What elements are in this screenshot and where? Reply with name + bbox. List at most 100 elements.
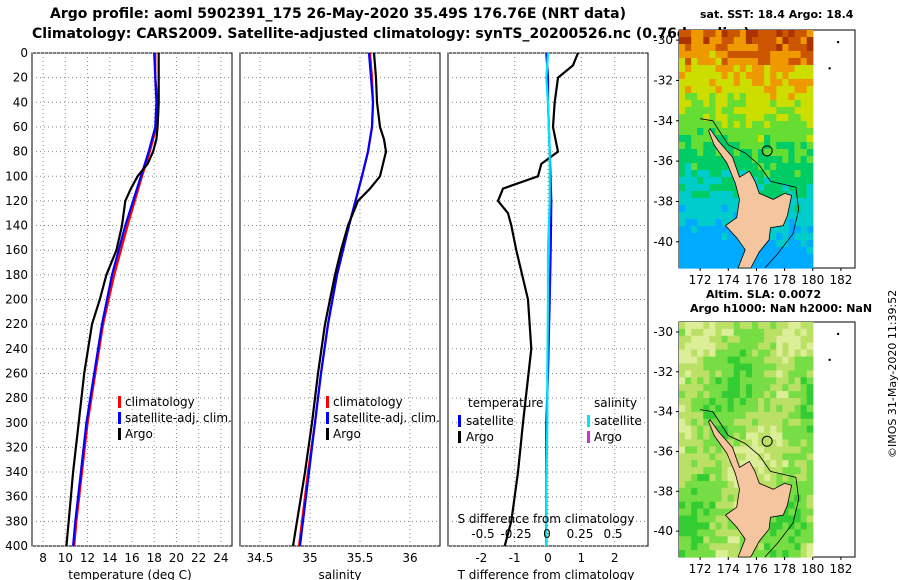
- map-cell: [685, 453, 692, 461]
- map-cell: [752, 404, 759, 413]
- map-cell: [752, 51, 759, 59]
- map-cell: [709, 411, 717, 420]
- map-cell: [800, 342, 808, 351]
- map-cell: [782, 107, 790, 115]
- map-cell: [703, 184, 710, 192]
- y-tick-label: 20: [13, 71, 28, 85]
- map-cell: [752, 128, 759, 136]
- map-cell: [697, 114, 704, 122]
- map-cell: [752, 550, 759, 558]
- map-cell: [782, 349, 790, 358]
- map-cell: [685, 467, 692, 475]
- map-cell: [770, 328, 777, 337]
- map-cell: [709, 377, 717, 385]
- map-cell: [697, 156, 704, 164]
- map-cell: [697, 398, 704, 406]
- map-cell: [721, 411, 729, 420]
- map-cell: [788, 114, 796, 122]
- map-cell: [703, 453, 710, 461]
- map-cell: [715, 391, 723, 399]
- map-cell: [685, 508, 692, 517]
- map-cell: [721, 432, 729, 441]
- map-cell: [685, 501, 692, 510]
- map-cell: [709, 86, 717, 94]
- map-cell: [697, 79, 704, 87]
- island: [828, 67, 831, 70]
- map-cell: [679, 474, 686, 482]
- map-cell: [788, 446, 796, 454]
- map-cell: [697, 254, 704, 262]
- map-cell: [733, 384, 741, 392]
- imos-credit: ©IMOS 31-May-2020 11:39:52: [886, 289, 899, 458]
- map-cell: [800, 100, 808, 108]
- map-cell: [691, 135, 698, 143]
- map-cell: [697, 432, 704, 441]
- map-x-label: 174: [717, 562, 740, 576]
- legend-title-temperature: temperature: [468, 396, 543, 410]
- map-cell: [788, 86, 796, 94]
- map-cell: [752, 467, 759, 475]
- map-cell: [752, 156, 759, 164]
- legend-swatch: [458, 431, 461, 443]
- map-cell: [715, 114, 723, 122]
- map-cell: [691, 226, 698, 234]
- map-cell: [709, 418, 717, 427]
- map-cell: [703, 515, 710, 523]
- map-cell: [703, 93, 710, 101]
- map-cell: [806, 501, 814, 510]
- map-cell: [752, 149, 759, 157]
- map-cell: [727, 233, 735, 241]
- map-cell: [679, 198, 686, 206]
- map-cell: [794, 446, 802, 454]
- y-tick-label: 200: [5, 293, 28, 307]
- legend-swatch: [118, 396, 121, 408]
- map-cell: [800, 460, 808, 468]
- map-cell: [685, 58, 692, 66]
- map-cell: [770, 356, 777, 365]
- map-cell: [758, 163, 765, 171]
- map-cell: [703, 198, 710, 206]
- map-cell: [691, 543, 698, 551]
- map-cell: [679, 247, 686, 255]
- map-cell: [703, 501, 710, 510]
- map-cell: [782, 156, 790, 164]
- map-cell: [794, 322, 802, 330]
- map-cell: [776, 37, 783, 45]
- map-cell: [727, 86, 735, 94]
- map-cell: [806, 30, 814, 38]
- map-cell: [758, 65, 765, 73]
- legend-label: climatology: [125, 395, 195, 409]
- map-cell: [709, 149, 717, 157]
- map-cell: [721, 114, 729, 122]
- x-tick-label: 1: [578, 551, 586, 565]
- map-cell: [788, 79, 796, 87]
- map-cell: [697, 481, 704, 489]
- map-cell: [733, 439, 741, 447]
- map-cell: [727, 247, 735, 255]
- map-cell: [752, 391, 759, 399]
- map-cell: [806, 205, 814, 213]
- map-cell: [703, 170, 710, 178]
- map-cell: [697, 128, 704, 136]
- map-cell: [770, 135, 777, 143]
- bathymetry-contour: [700, 118, 800, 269]
- map-cell: [776, 349, 783, 358]
- map-cell: [727, 411, 735, 420]
- map-cell: [739, 349, 747, 358]
- map-cell: [782, 44, 790, 52]
- map-cell: [715, 261, 723, 269]
- map-cell: [752, 460, 759, 468]
- map-cell: [782, 51, 790, 59]
- map-cell: [679, 58, 686, 66]
- map-cell: [727, 474, 735, 482]
- map-cell: [758, 79, 765, 87]
- map-cell: [697, 233, 704, 241]
- map-cell: [788, 30, 796, 38]
- map-cell: [709, 432, 717, 441]
- x-tick-label: 16: [124, 551, 139, 565]
- map-cell: [776, 51, 783, 59]
- map-cell: [776, 114, 783, 122]
- map-cell: [745, 114, 753, 122]
- map-cell: [727, 128, 735, 136]
- map-cell: [782, 121, 790, 129]
